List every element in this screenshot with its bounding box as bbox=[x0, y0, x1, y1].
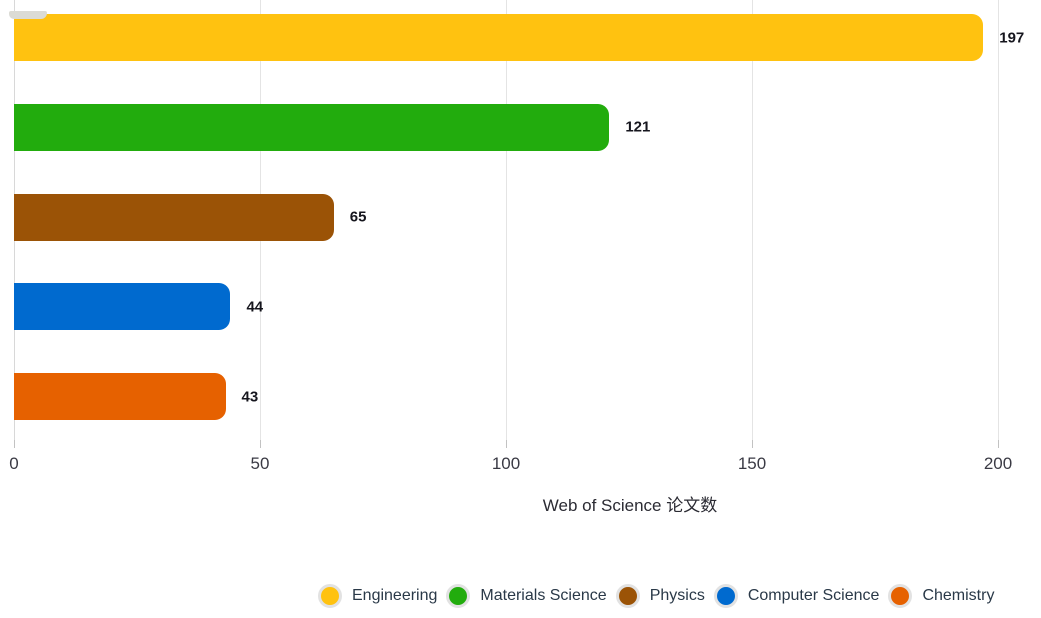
plot-area: 0 50 100 150 200 197 121 65 44 43 bbox=[9, 0, 1025, 473]
legend-swatch-computer-science bbox=[713, 584, 738, 608]
tick-label-x-150: 150 bbox=[737, 454, 767, 473]
tick-mark-x-100 bbox=[506, 440, 507, 448]
bar-engineering[interactable] bbox=[14, 14, 984, 61]
legend-label-engineering: Engineering bbox=[352, 587, 438, 604]
tick-label-x-50: 50 bbox=[250, 454, 270, 473]
legend-item-computer-science[interactable]: Computer Science bbox=[713, 584, 880, 608]
value-label-chemistry: 43 bbox=[241, 388, 259, 405]
bar-physics[interactable] bbox=[14, 193, 334, 241]
tick-mark-x-50 bbox=[260, 440, 261, 448]
value-label-materials-science: 121 bbox=[625, 118, 651, 136]
value-label-physics: 65 bbox=[349, 208, 367, 226]
bar-materials-science[interactable] bbox=[14, 103, 610, 151]
tick-label-x-0: 0 bbox=[9, 454, 19, 473]
gridline-x-100 bbox=[506, 0, 507, 448]
bar-chemistry[interactable] bbox=[14, 373, 226, 420]
tick-mark-x-200 bbox=[998, 440, 999, 448]
value-label-engineering: 197 bbox=[999, 29, 1025, 46]
tick-mark-x-150 bbox=[752, 440, 753, 448]
gridline-x-200 bbox=[998, 0, 999, 448]
legend-swatch-physics bbox=[615, 584, 640, 608]
legend-label-computer-science: Computer Science bbox=[747, 587, 880, 604]
legend-swatch-materials-science bbox=[446, 584, 471, 608]
tick-mark-x-0 bbox=[14, 440, 15, 448]
legend-item-engineering[interactable]: Engineering bbox=[318, 584, 437, 608]
bar-computer-science[interactable] bbox=[14, 283, 231, 331]
legend-swatch-engineering bbox=[318, 584, 342, 608]
chart-legend: Engineering Materials Science Physics Compu… bbox=[318, 584, 994, 608]
tick-label-x-100: 100 bbox=[491, 454, 521, 473]
tick-label-x-200: 200 bbox=[983, 454, 1013, 473]
value-label-computer-science: 44 bbox=[246, 298, 264, 316]
legend-item-materials-science[interactable]: Materials Science bbox=[446, 584, 607, 608]
legend-swatch-chemistry bbox=[888, 584, 913, 608]
legend-label-chemistry: Chemistry bbox=[922, 587, 995, 604]
legend-item-physics[interactable]: Physics bbox=[615, 584, 705, 608]
gridline-x-150 bbox=[752, 0, 753, 448]
cropped-ui-fragment bbox=[9, 11, 47, 19]
legend-item-chemistry[interactable]: Chemistry bbox=[888, 584, 994, 608]
x-axis-label: Web of Science 论文数 bbox=[542, 496, 718, 515]
legend-label-physics: Physics bbox=[649, 587, 705, 604]
legend-label-materials-science: Materials Science bbox=[480, 587, 607, 604]
